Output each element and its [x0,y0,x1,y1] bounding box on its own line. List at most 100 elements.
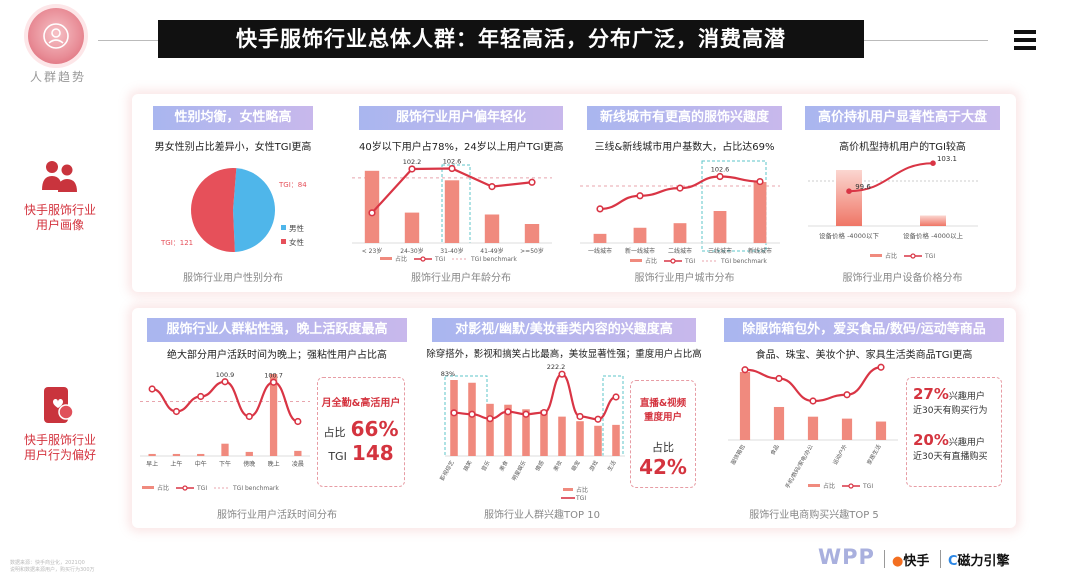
bar-shopping-2 [807,416,819,440]
bar-interest-0 [450,380,458,456]
legend-male-swatch [281,225,286,230]
tick-label-time-3: 下午 [219,460,231,468]
tgi-point-time-0 [148,385,156,393]
shopping-r1-l1: 兴趣用户 [948,392,985,402]
legend-ratio-swatch [142,486,154,489]
bar-interest-8 [594,425,602,456]
tgi-point-age-3 [488,183,496,191]
shopping-r1-value: 27% [913,385,949,403]
data-label-interest-6: 222.2 [547,363,566,371]
bar-city-4 [753,182,767,243]
kuaishou-logo: ●快手 [892,554,930,569]
source-note: 数据来源：快手商业化，2021Q0 说明和数据来源用户，购买行为300万 [10,560,95,573]
bar-age-4 [524,224,540,243]
tgi-line-city [599,175,761,211]
tgi-point-city-2 [676,184,684,192]
bar-device-1 [920,215,946,226]
shopping-r2-l1: 兴趣用户 [948,438,985,448]
gender-card-subtitle: 男女性别占比差异小，女性TGI更高 [154,142,312,153]
tgi-point-city-1 [636,192,644,200]
city-bar-chart: 一线城市 新一线城市 二线城市 三线城市 新线城市 102.6 占比 TGI TGI bench… [580,160,780,265]
tick-label-age-1: 24-30岁 [400,247,423,255]
tick-label-shopping-3: 运动户外 [831,443,849,466]
bar-interest-4 [522,409,530,456]
time-stat-box: 月全勤&高活用户 占比 66% TGI 148 [317,377,405,487]
kuaishou-mark-icon: ● [892,554,904,569]
logo-label: 人群趋势 [29,70,86,84]
tgi-point-interest-4 [522,410,530,418]
bar-interest-3 [504,404,512,456]
tgi-point-time-3 [221,378,229,386]
cili-logo: C磁力引擎 [948,554,1010,569]
gender-card-header: 性别均衡，女性略高 [153,106,313,130]
phone-heart-icon [44,387,74,423]
bar-age-2 [444,180,460,243]
shopping-r2-l2: 近30天有直播购买 [913,452,988,462]
shopping-stat-box: 27%兴趣用户 近30天有购买行为 20%兴趣用户 近30天有直播购买 [906,377,1002,487]
legend-tgi-marker [420,256,426,262]
device-bar-chart: 设备价格 -4000以下 设备价格 -4000以上 99.6 103.1 占比 TGI [808,155,978,260]
bar-shopping-4 [875,421,887,440]
tgi-point-interest-1 [468,410,476,418]
tick-label-age-3: 41-49岁 [480,247,503,255]
legend-tgi-marker [848,483,854,489]
tgi-point-interest-6 [558,370,566,378]
legend-benchmark-label: TGI benchmark [232,485,279,492]
interest-card-header: 对影视/幽默/美妆垂类内容的兴趣度高 [432,318,696,342]
tick-label-shopping-1: 食品 [768,443,781,457]
legend-tgi-label: TGI [575,495,586,502]
bar-time-1 [172,453,181,456]
legend-tgi-marker [182,485,188,491]
tick-label-interest-6: 美妆 [551,459,564,473]
interest-stat-line2: 重度用户 [643,412,682,423]
tgi-point-age-0 [368,209,376,217]
age-bar-chart: < 23岁 24-30岁 31-40岁 41-49岁 >=50岁 102.2 102.6 占比… [352,158,552,263]
bar-shopping-3 [841,418,853,440]
shopping-card-subtitle: 食品、珠宝、美妆个护、家具生活类商品TGI更高 [755,350,973,361]
legend-ratio-swatch [380,257,392,260]
data-label-age-2: 102.6 [443,158,462,166]
time-ratio-label: 占比 [323,426,346,439]
tick-label-age-4: >=50岁 [520,247,544,255]
bar-time-4 [245,451,253,456]
bar-shopping-0 [739,372,751,440]
menu-icon[interactable] [1014,30,1036,50]
interest-stat-line1: 直播&视频 [639,398,687,409]
tgi-point-age-2 [448,164,456,173]
tgi-point-shopping-0 [741,366,749,374]
device-card-header: 高价持机用户显著性高于大盘 [805,106,1000,130]
legend-ratio-label: 占比 [395,255,407,263]
tgi-point-device-0 [846,188,852,194]
tick-label-interest-9: 生活 [605,459,618,473]
tick-label-interest-1: 搞笑 [461,459,474,473]
tgi-line-shopping [744,366,882,403]
data-label-device-1: 103.1 [937,155,957,163]
shopping-r2-value: 20% [913,431,949,449]
tgi-point-interest-8 [594,415,602,423]
bar-interest-5 [540,410,548,456]
bar-age-0 [364,170,380,243]
tick-label-age-2: 31-40岁 [440,247,463,255]
tick-label-interest-3: 美食 [497,459,510,473]
time-bar-chart: 早上 上午 中午 下午 傍晚 晚上 凌晨 100.9 100.7 占比 TGI TGI benchma… [140,371,310,492]
data-label-time-3: 100.9 [216,371,235,379]
pie-slice-female [191,168,237,252]
tick-label-time-1: 上午 [170,460,182,468]
tick-label-device-1: 设备价格 -4000以上 [903,231,963,240]
tgi-line-interest [453,373,617,421]
tick-label-shopping-0: 服饰箱包 [729,443,747,466]
legend-ratio-swatch [870,254,882,257]
legend-tgi-label: TGI [196,485,207,492]
tgi-point-time-2 [197,392,205,401]
bar-city-1 [633,227,647,243]
legend-ratio-label: 占比 [157,484,169,492]
age-card-subtitle: 40岁以下用户占78%，24岁以上用户TGI更高 [359,142,564,153]
shopping-card-footer: 服饰行业电商购买兴趣TOP 5 [749,510,879,521]
data-label-age-1: 102.2 [403,158,422,166]
section-label-behavior: 快手服饰行业 用户行为偏好 [23,433,96,462]
legend-tgi-label: TGI [924,253,935,260]
brand-logo [28,8,84,64]
tick-label-time-5: 晚上 [268,460,280,468]
pie-slice-male [233,168,275,252]
bar-time-3 [221,443,229,456]
